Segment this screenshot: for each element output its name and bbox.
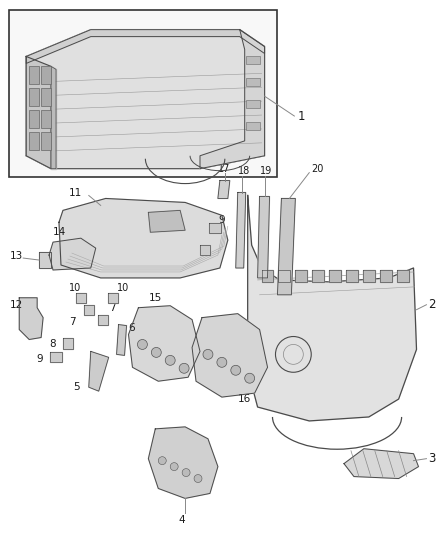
Polygon shape: [49, 238, 96, 270]
Circle shape: [165, 356, 175, 365]
Polygon shape: [39, 252, 51, 268]
Text: 11: 11: [69, 188, 82, 198]
Polygon shape: [117, 325, 127, 356]
Polygon shape: [76, 293, 86, 303]
Text: 1: 1: [297, 110, 305, 123]
Text: 7: 7: [69, 317, 75, 327]
Bar: [41, 110, 51, 128]
Circle shape: [170, 463, 178, 471]
Circle shape: [182, 469, 190, 477]
Text: 14: 14: [53, 227, 66, 237]
Polygon shape: [192, 314, 268, 397]
Text: 13: 13: [9, 251, 23, 261]
Polygon shape: [279, 270, 290, 282]
Circle shape: [179, 364, 189, 373]
Circle shape: [194, 474, 202, 482]
Polygon shape: [329, 270, 341, 282]
Polygon shape: [209, 223, 221, 233]
Bar: [246, 56, 260, 64]
Polygon shape: [236, 192, 246, 268]
Polygon shape: [397, 270, 409, 282]
Polygon shape: [26, 56, 51, 168]
Text: 15: 15: [148, 293, 162, 303]
Bar: [29, 67, 39, 84]
Polygon shape: [108, 293, 117, 303]
Bar: [29, 132, 39, 150]
Text: 9: 9: [36, 354, 43, 365]
Text: 10: 10: [69, 283, 81, 293]
Polygon shape: [26, 30, 265, 168]
Bar: [29, 110, 39, 128]
Polygon shape: [84, 305, 94, 314]
Polygon shape: [277, 198, 295, 295]
Bar: [41, 88, 51, 106]
Polygon shape: [19, 298, 43, 340]
Text: 3: 3: [428, 452, 436, 465]
Polygon shape: [363, 270, 375, 282]
Text: 2: 2: [428, 298, 436, 311]
Polygon shape: [200, 245, 210, 255]
Polygon shape: [312, 270, 324, 282]
Text: 17: 17: [218, 164, 230, 174]
Bar: [246, 78, 260, 86]
Polygon shape: [200, 30, 265, 168]
Text: 12: 12: [9, 300, 23, 310]
Text: 9: 9: [218, 215, 225, 225]
Bar: [41, 132, 51, 150]
Bar: [246, 122, 260, 130]
Polygon shape: [295, 270, 307, 282]
Bar: [246, 100, 260, 108]
Bar: [9, 10, 277, 176]
Circle shape: [231, 365, 241, 375]
Text: 18: 18: [238, 166, 250, 176]
Polygon shape: [63, 337, 73, 350]
Polygon shape: [247, 196, 417, 421]
Circle shape: [152, 348, 161, 357]
Polygon shape: [89, 351, 109, 391]
Text: 7: 7: [109, 303, 115, 313]
Polygon shape: [50, 352, 62, 362]
Polygon shape: [148, 211, 185, 232]
Polygon shape: [344, 449, 418, 479]
Bar: [29, 88, 39, 106]
Polygon shape: [346, 270, 358, 282]
Bar: [41, 67, 51, 84]
Polygon shape: [380, 270, 392, 282]
Polygon shape: [59, 198, 228, 278]
Circle shape: [203, 350, 213, 359]
Text: 6: 6: [128, 322, 135, 333]
Text: 16: 16: [238, 394, 251, 404]
Circle shape: [158, 457, 166, 465]
Polygon shape: [98, 314, 108, 325]
Text: 19: 19: [260, 166, 272, 176]
Circle shape: [217, 357, 227, 367]
Text: 8: 8: [49, 340, 56, 350]
Text: 20: 20: [311, 164, 324, 174]
Text: 10: 10: [117, 283, 129, 293]
Text: 5: 5: [73, 382, 80, 392]
Text: 4: 4: [178, 515, 185, 525]
Polygon shape: [148, 427, 218, 498]
Circle shape: [138, 340, 147, 350]
Polygon shape: [128, 306, 200, 381]
Polygon shape: [258, 197, 269, 278]
Polygon shape: [26, 30, 265, 63]
Polygon shape: [51, 67, 56, 168]
Circle shape: [245, 373, 254, 383]
Polygon shape: [261, 270, 273, 282]
Polygon shape: [218, 181, 230, 198]
